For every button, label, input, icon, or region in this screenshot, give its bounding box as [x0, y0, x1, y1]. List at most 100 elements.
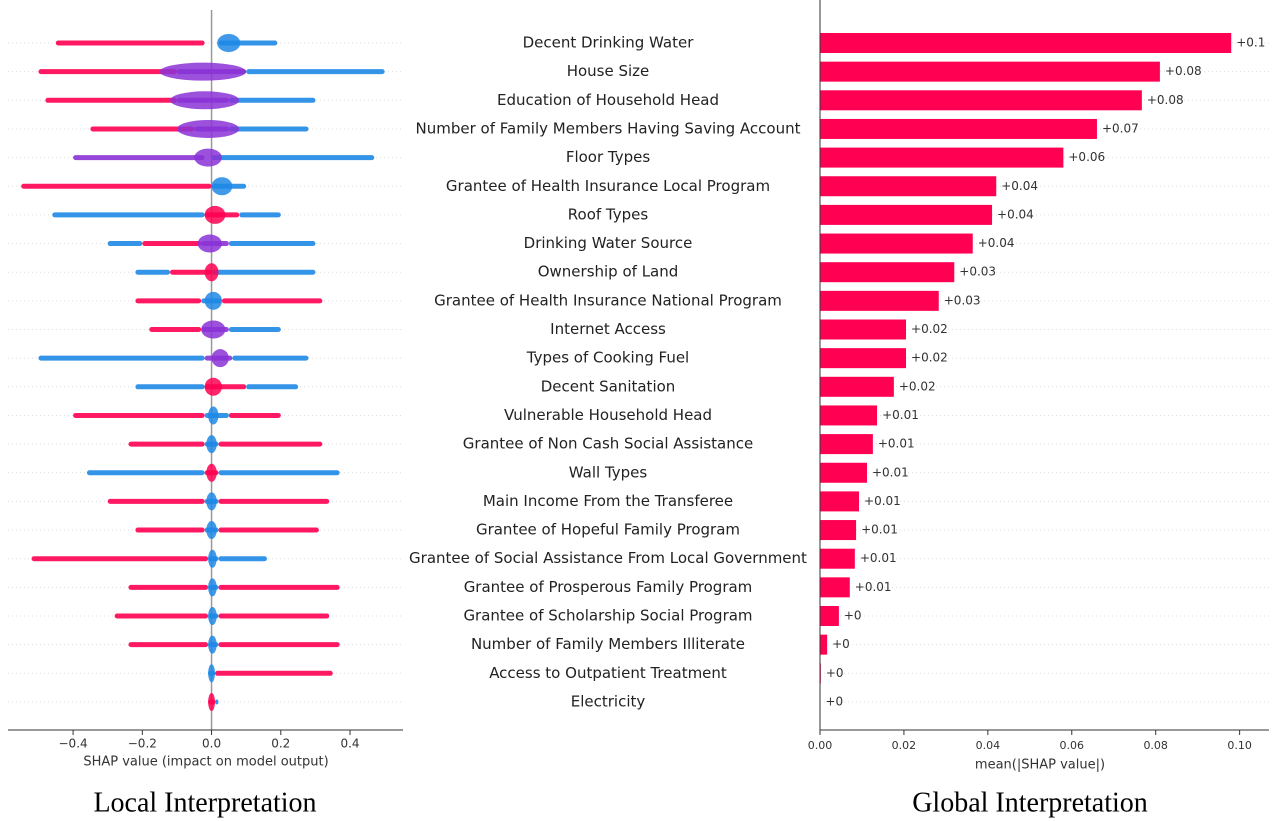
shap-points	[215, 699, 219, 705]
shap-points	[218, 613, 330, 619]
bar	[820, 434, 873, 455]
value-label: +0.04	[978, 236, 1015, 250]
value-label: +0.03	[944, 293, 981, 307]
shap-density	[208, 692, 216, 711]
x-tick-label: 0.00	[808, 739, 833, 752]
value-label: +0.02	[911, 322, 948, 336]
bar	[820, 548, 855, 569]
shap-points	[73, 155, 205, 161]
shap-points	[228, 412, 281, 418]
shap-points	[38, 355, 205, 361]
shap-points	[45, 97, 177, 103]
value-label: +0	[826, 666, 844, 680]
shap-points	[218, 498, 330, 504]
shap-points	[221, 298, 323, 304]
category-label: Grantee of Social Assistance From Local …	[409, 549, 807, 567]
bar	[820, 61, 1160, 82]
shap-points	[218, 642, 340, 648]
bar	[820, 147, 1064, 168]
category-label: Roof Types	[568, 205, 649, 223]
category-label: Access to Outpatient Treatment	[489, 664, 727, 682]
shap-points	[135, 298, 202, 304]
shap-density	[176, 119, 240, 138]
shap-points	[170, 269, 212, 275]
shap-points	[228, 327, 281, 332]
x-tick-label: −0.4	[59, 737, 88, 751]
value-label: +0	[844, 609, 862, 623]
shap-points	[128, 441, 205, 447]
panel-caption: Local Interpretation	[93, 787, 316, 818]
value-label: +0.02	[899, 379, 936, 393]
value-label: +0.01	[864, 494, 901, 508]
bar	[820, 606, 839, 626]
value-label: +0.01	[860, 551, 897, 565]
panel-caption: Global Interpretation	[912, 787, 1148, 818]
shap-points	[239, 212, 281, 218]
bar	[820, 118, 1097, 139]
shap-density	[211, 177, 233, 196]
category-label: Number of Family Members Illiterate	[471, 635, 745, 653]
shap-points	[38, 69, 177, 75]
value-label: +0.06	[1068, 150, 1105, 164]
value-label: +0.01	[878, 437, 915, 451]
shap-density	[197, 234, 222, 253]
shap-density	[194, 148, 222, 167]
value-label: +0.03	[959, 265, 996, 279]
shap-points	[90, 126, 195, 132]
shap-density	[206, 492, 217, 511]
shap-points	[218, 556, 267, 562]
shap-points	[21, 183, 212, 189]
bar	[820, 520, 857, 541]
shap-density	[204, 263, 219, 282]
category-label: Vulnerable Household Head	[504, 406, 712, 424]
shap-points	[215, 670, 333, 676]
bar	[820, 577, 850, 598]
x-axis-label: SHAP value (impact on model output)	[83, 755, 328, 770]
category-label: House Size	[567, 62, 650, 80]
x-tick-label: 0.06	[1060, 739, 1085, 752]
value-label: +0.01	[855, 580, 892, 594]
shap-points	[52, 212, 205, 218]
category-label: Types of Cooking Fuel	[526, 349, 689, 367]
shap-density	[204, 377, 222, 396]
shap-density	[217, 34, 241, 52]
value-label: +0.01	[882, 408, 919, 422]
value-label: +0	[825, 694, 843, 708]
shap-density	[204, 205, 226, 224]
category-label: Wall Types	[569, 463, 648, 481]
category-label: Main Income From the Transferee	[483, 492, 733, 510]
shap-points	[228, 241, 316, 247]
shap-points	[135, 269, 171, 275]
value-label: +0.08	[1165, 64, 1202, 78]
shap-points	[114, 613, 209, 619]
value-label: +0.08	[1147, 93, 1184, 107]
shap-density	[204, 291, 222, 310]
shap-density	[208, 578, 217, 597]
bar	[820, 462, 867, 483]
x-tick-label: 0.0	[202, 737, 221, 751]
category-label: Grantee of Hopeful Family Program	[476, 521, 740, 539]
shap-points	[128, 584, 209, 590]
category-label: Grantee of Non Cash Social Assistance	[463, 435, 753, 453]
shap-points	[218, 527, 319, 533]
shap-points	[228, 126, 309, 132]
category-label: Decent Drinking Water	[523, 34, 695, 52]
shap-points	[211, 155, 375, 161]
shap-points	[211, 269, 316, 275]
shap-density	[206, 435, 217, 454]
shap-density	[170, 91, 240, 110]
shap-points	[73, 412, 205, 418]
category-label: Floor Types	[566, 148, 651, 166]
bar	[820, 233, 973, 254]
category-label: Grantee of Prosperous Family Program	[464, 578, 753, 596]
x-tick-label: 0.04	[976, 739, 1001, 752]
shap-points	[135, 384, 205, 390]
category-label: Grantee of Scholarship Social Program	[463, 607, 752, 625]
bar	[820, 90, 1142, 111]
shap-points	[107, 241, 143, 247]
value-label: +0.1	[1236, 36, 1265, 50]
shap-density	[208, 664, 216, 683]
shap-density	[208, 549, 217, 568]
shap-points	[149, 327, 202, 332]
shap-points	[246, 69, 385, 75]
